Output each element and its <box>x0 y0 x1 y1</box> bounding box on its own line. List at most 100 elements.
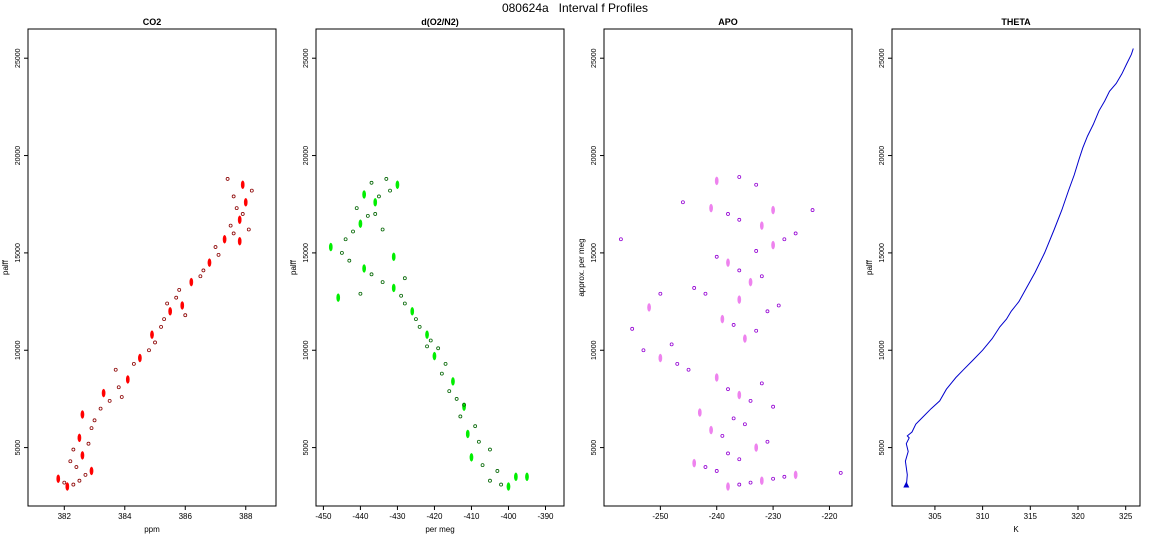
panel-1-x-tick-label: 382 <box>58 512 72 521</box>
panel-2-data-point <box>373 212 378 216</box>
panel-2-data-point <box>506 482 511 491</box>
panel-1-data-point <box>98 406 103 411</box>
panel-2-data-point <box>458 414 463 419</box>
panel-3-data-point <box>720 434 725 438</box>
panel-3-data-point <box>630 326 635 331</box>
panel-1-x-tick-label: 384 <box>118 512 132 521</box>
panel-2-data-point <box>369 272 374 277</box>
panel-3-data-point <box>726 258 730 267</box>
panel-2-data-point <box>358 291 363 296</box>
panel-4-x-tick-label: 325 <box>1119 512 1133 521</box>
panel-2-data-point <box>488 478 492 483</box>
panel-1-data-point <box>222 235 227 244</box>
panel-1-data-point <box>225 177 230 181</box>
panel-1-data-point <box>180 301 185 310</box>
panel-4-start-marker <box>903 481 910 488</box>
panel-1-data-point <box>168 307 172 316</box>
panel-4-x-tick-label: 320 <box>1071 512 1085 521</box>
panel-1-data-point <box>107 398 112 403</box>
panel-3-data-point <box>743 422 747 427</box>
panel-1-data-point <box>237 215 242 225</box>
panel-1-data-point <box>74 465 79 469</box>
panel-2-y-tick-label: 5000 <box>303 440 310 456</box>
panel-2-data-point <box>358 219 363 228</box>
panel-3-data-point <box>737 482 742 487</box>
panel-1-data-point <box>77 433 82 443</box>
panel-3-data-point <box>697 408 702 417</box>
panel-3-data-point <box>748 277 753 287</box>
panel-3-data-point <box>771 205 775 215</box>
panel-3-data-point <box>754 328 759 333</box>
panel-1-data-point <box>86 441 91 446</box>
panel-3-data-point <box>793 231 798 236</box>
panel-4-x-tick-label: 305 <box>928 512 942 521</box>
panel-3-data-point <box>765 309 770 314</box>
panel-2-data-point <box>391 252 396 262</box>
panel-1-data-point <box>150 330 154 339</box>
panel-1-x-tick-label: 386 <box>179 512 193 521</box>
panel-1-data-point <box>56 474 61 483</box>
panel-3-data-point <box>771 404 775 409</box>
panel-2-data-point <box>447 389 452 394</box>
panel-3-data-point <box>759 381 764 386</box>
panel-2-data-point <box>362 190 366 199</box>
panel-2-data-point <box>336 293 341 302</box>
panel-3-y-tick-label: 20000 <box>591 146 598 166</box>
panel-1-data-point <box>249 188 254 193</box>
panel-2-x-axis-label: per meg <box>425 525 454 534</box>
panel-3-x-tick-label: -240 <box>709 512 726 521</box>
panel-4-y-axis-label: palff <box>865 259 874 275</box>
panel-3-data-point <box>686 367 691 372</box>
panel-3-data-point <box>737 457 742 462</box>
panel-2-data-point <box>373 198 378 207</box>
panel-2-data-point <box>365 214 370 218</box>
panel-2-x-tick-label: -410 <box>463 512 480 521</box>
panel-1-data-point <box>116 385 121 390</box>
panel-3-data-point <box>726 212 730 216</box>
panel-1-title: CO2 <box>143 17 162 27</box>
panel-2-data-point <box>395 180 400 190</box>
panel-2-x-tick-label: -420 <box>426 512 443 521</box>
panel-2-data-point <box>410 307 415 316</box>
panel-1-y-axis-label: palff <box>1 259 10 275</box>
panel-3-data-point <box>681 200 685 205</box>
panel-3-data-point <box>726 451 730 456</box>
panel-3-data-point <box>714 254 719 259</box>
panel-3-data-point <box>709 203 713 213</box>
panel-4-y-tick-label: 5000 <box>879 440 886 456</box>
panel-2-data-point <box>480 463 485 468</box>
panel-1-data-point <box>80 410 85 419</box>
panel-2-data-point <box>525 472 529 482</box>
panel-2-data-point <box>488 447 492 452</box>
panel-1-data-point <box>65 482 70 491</box>
panel-2-data-point <box>425 330 429 339</box>
panel-4-y-tick-label: 25000 <box>879 48 886 68</box>
panel-2-data-point <box>473 424 478 429</box>
panel-3-data-point <box>737 295 742 304</box>
panel-3-y-tick-label: 10000 <box>591 340 598 360</box>
panel-3-data-point <box>731 323 736 327</box>
panel-4-y-tick-label: 15000 <box>879 243 886 263</box>
panel-1-data-point <box>113 367 118 372</box>
panel-3-data-point <box>838 471 843 475</box>
panel-3-data-point <box>709 425 713 435</box>
panel-1-data-point <box>240 212 245 216</box>
panel-1-data-point <box>147 348 151 353</box>
panel-1-data-point <box>68 459 73 464</box>
panel-4-frame <box>891 28 1141 507</box>
panel-1-data-point <box>80 451 85 460</box>
panel-2-data-point <box>465 429 470 439</box>
panel-1-data-point <box>165 301 170 306</box>
panel-2-x-tick-label: -400 <box>500 512 517 521</box>
panel-2-y-tick-label: 20000 <box>303 146 310 166</box>
panel-3-data-point <box>737 268 742 273</box>
panel-1-data-point <box>216 252 221 257</box>
panel-2-data-point <box>380 227 385 232</box>
panel-3-data-point <box>748 480 753 485</box>
panel-3-x-tick-label: -230 <box>765 512 782 521</box>
panel-1-data-point <box>177 287 182 292</box>
panel-3-data-point <box>776 303 781 308</box>
panel-1-frame <box>27 28 277 507</box>
panel-1-data-point <box>246 227 251 232</box>
panel-3-data-point <box>810 208 815 212</box>
